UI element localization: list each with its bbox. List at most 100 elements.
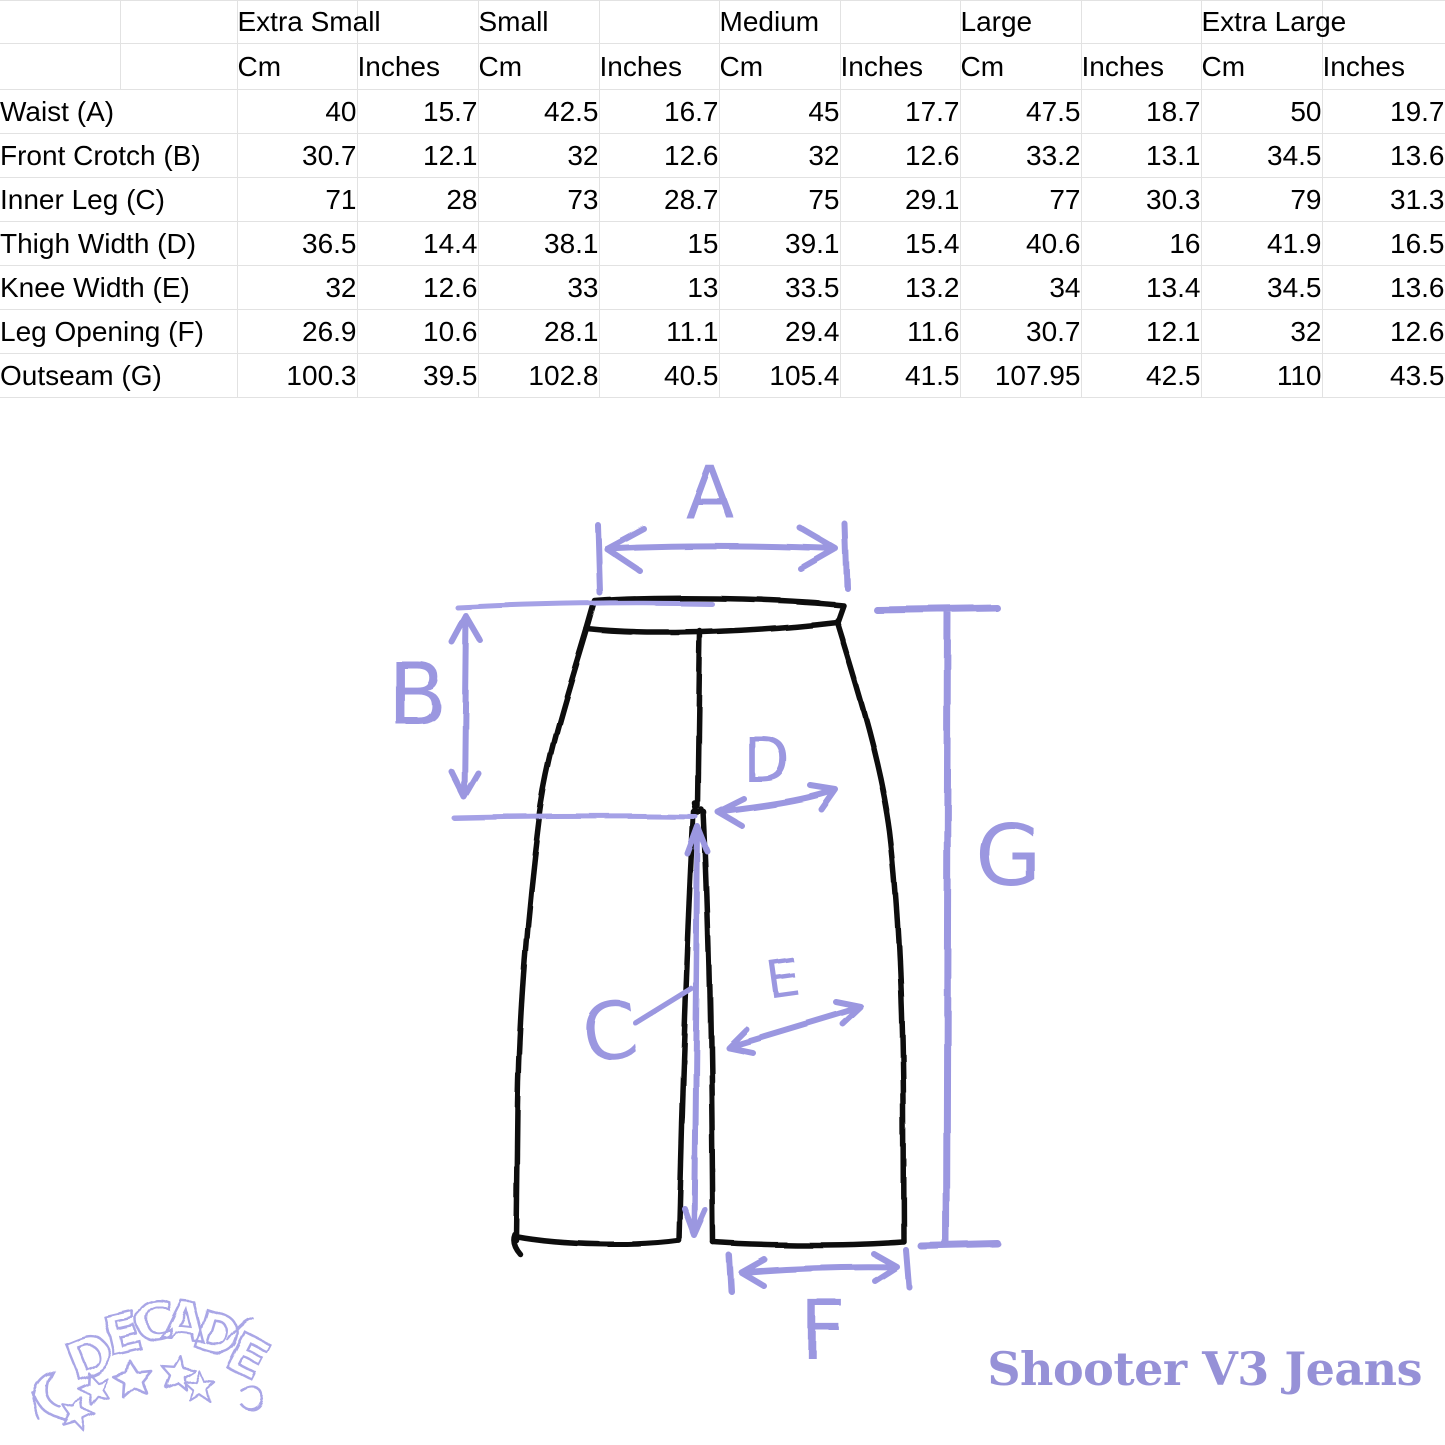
table-row-leg-opening: Leg Opening (F) 26.9 10.6 28.1 11.1 29.4… [0, 309, 1445, 354]
cell-value: 34.5 [1201, 265, 1323, 310]
measure-label-f: F [800, 1284, 846, 1377]
measure-d-arrow [715, 783, 839, 829]
cell-value: 32 [1201, 309, 1323, 354]
cell-value: 28.1 [478, 309, 600, 354]
cell-value: 32 [237, 265, 358, 310]
table-row-thigh-width: Thigh Width (D) 36.5 14.4 38.1 15 39.1 1… [0, 221, 1445, 266]
cell-value: 47.5 [960, 89, 1082, 134]
table-row-sizes: Extra Small Small Medium Large Extra Lar… [0, 0, 1445, 44]
unit-header: Inches [357, 43, 479, 90]
cell-value: 33.2 [960, 133, 1082, 178]
fly-center-seam [691, 628, 705, 816]
cell-value: 102.8 [478, 353, 600, 398]
cell-value: 32 [478, 133, 600, 178]
cell-value: 29.4 [719, 309, 841, 354]
cell-value: 15.4 [840, 221, 961, 266]
waistband [584, 595, 846, 636]
unit-header: Cm [719, 43, 841, 90]
cell-value: 34 [960, 265, 1082, 310]
measure-label-b: B [388, 645, 447, 745]
spacer-cell [0, 43, 121, 90]
cell-value: 30.3 [1081, 177, 1202, 222]
cell-value: 73 [478, 177, 600, 222]
cell-value: 13.1 [1081, 133, 1202, 178]
brand-logo: D E C A D E [30, 1287, 279, 1433]
cell-value: 42.5 [1081, 353, 1202, 398]
cell-value: 39.1 [719, 221, 841, 266]
cell-value: 110 [1201, 353, 1323, 398]
spacer-cell [0, 0, 121, 44]
measure-f-arrow [738, 1251, 900, 1288]
cell-value: 77 [960, 177, 1082, 222]
table-row-waist: Waist (A) 40 15.7 42.5 16.7 45 17.7 47.5… [0, 89, 1445, 134]
pants-outline [510, 595, 907, 1257]
cell-value: 29.1 [840, 177, 961, 222]
right-outer-seam [834, 619, 907, 1245]
cell-value: 10.6 [357, 309, 479, 354]
cell-value: 34.5 [1201, 133, 1323, 178]
measure-label-g: G [976, 807, 1043, 907]
table-row-front-crotch: Front Crotch (B) 30.7 12.1 32 12.6 32 12… [0, 133, 1445, 178]
cell-value: 32 [719, 133, 841, 178]
logo-letter: C [132, 1289, 176, 1355]
cell-value: 105.4 [719, 353, 841, 398]
left-hem [510, 1231, 682, 1257]
size-header-small: Small [478, 0, 600, 44]
cell-value: 43.5 [1322, 353, 1445, 398]
cell-value: 36.5 [237, 221, 358, 266]
cell-value: 13.6 [1322, 265, 1445, 310]
table-row-knee-width: Knee Width (E) 32 12.6 33 13 33.5 13.2 3… [0, 265, 1445, 310]
measure-label-e: E [763, 948, 804, 1012]
size-header-extra-small: Extra Small [237, 0, 381, 44]
cell-value: 40.5 [599, 353, 720, 398]
measure-a-tick-right [842, 521, 850, 591]
row-label: Outseam (G) [0, 353, 238, 398]
waist-reference-line [455, 600, 715, 611]
right-hem [710, 1239, 906, 1248]
measurement-annotations: A B C D E F G [388, 451, 1043, 1377]
measure-label-d: D [743, 724, 791, 797]
unit-header: Inches [599, 43, 720, 90]
cell-value: 33.5 [719, 265, 841, 310]
cell-value: 12.1 [1081, 309, 1202, 354]
cell-value: 16 [1081, 221, 1202, 266]
cell-value: 30.7 [237, 133, 358, 178]
measure-f-tick-right [903, 1247, 912, 1290]
unit-header: Cm [478, 43, 600, 90]
unit-header: Cm [237, 43, 358, 90]
unit-header: Cm [1201, 43, 1323, 90]
cell-value: 12.1 [357, 133, 479, 178]
left-inner-seam [675, 809, 697, 1243]
cell-value: 15 [599, 221, 720, 266]
left-outer-seam [513, 626, 590, 1243]
row-label: Thigh Width (D) [0, 221, 238, 266]
cell-value: 100.3 [237, 353, 358, 398]
measure-label-a: A [685, 451, 734, 535]
spacer-cell [120, 43, 238, 90]
row-label: Waist (A) [0, 89, 238, 134]
cell-value: 42.5 [478, 89, 600, 134]
cell-value: 19.7 [1322, 89, 1445, 134]
measure-a-arrow [604, 525, 839, 574]
spacer-cell [357, 0, 479, 44]
cell-value: 107.95 [960, 353, 1082, 398]
size-header-extra-large: Extra Large [1201, 0, 1346, 44]
cell-value: 30.7 [960, 309, 1082, 354]
size-header-large: Large [960, 0, 1082, 44]
cell-value: 12.6 [599, 133, 720, 178]
unit-header: Cm [960, 43, 1082, 90]
star-icon [56, 1392, 99, 1433]
product-title: Shooter V3 Jeans [987, 1342, 1422, 1396]
measure-e-arrow [725, 999, 864, 1055]
size-header-medium: Medium [719, 0, 841, 44]
table-row-outseam: Outseam (G) 100.3 39.5 102.8 40.5 105.4 … [0, 353, 1445, 398]
spacer-cell [1322, 0, 1445, 44]
table-row-units: Cm Inches Cm Inches Cm Inches Cm Inches … [0, 43, 1445, 90]
row-label: Inner Leg (C) [0, 177, 238, 222]
row-label: Leg Opening (F) [0, 309, 238, 354]
unit-header: Inches [1322, 43, 1445, 90]
measure-c-arrow [681, 824, 711, 1238]
cell-value: 16.7 [599, 89, 720, 134]
cell-value: 41.9 [1201, 221, 1323, 266]
